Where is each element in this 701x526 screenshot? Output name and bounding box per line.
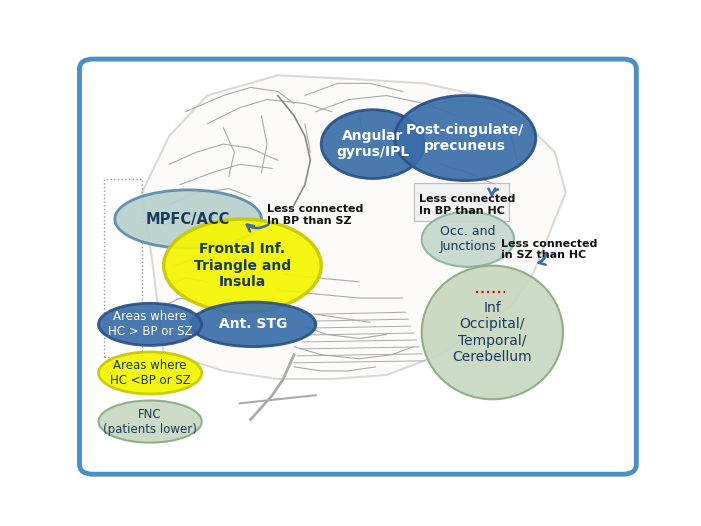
Text: Inf
Occipital/
Temporal/
Cerebellum: Inf Occipital/ Temporal/ Cerebellum: [453, 301, 532, 364]
Ellipse shape: [321, 110, 425, 178]
Text: Post-cingulate/
precuneus: Post-cingulate/ precuneus: [406, 123, 524, 153]
PathPatch shape: [142, 75, 566, 379]
FancyBboxPatch shape: [414, 183, 509, 221]
Text: MPFC/ACC: MPFC/ACC: [146, 211, 231, 227]
Ellipse shape: [422, 266, 563, 399]
Text: Frontal Inf.
Triangle and
Insula: Frontal Inf. Triangle and Insula: [194, 242, 291, 289]
Ellipse shape: [163, 219, 321, 312]
FancyArrowPatch shape: [489, 188, 498, 195]
Text: Areas where
HC <BP or SZ: Areas where HC <BP or SZ: [110, 359, 191, 387]
FancyBboxPatch shape: [79, 59, 637, 474]
Text: Angular
gyrus/IPL: Angular gyrus/IPL: [336, 129, 409, 159]
FancyArrowPatch shape: [247, 225, 268, 231]
Text: FNC
(patients lower): FNC (patients lower): [103, 408, 197, 436]
Ellipse shape: [98, 400, 202, 442]
Ellipse shape: [395, 96, 536, 180]
Text: Occ. and
Junctions: Occ. and Junctions: [440, 225, 496, 254]
FancyArrowPatch shape: [538, 254, 546, 265]
Ellipse shape: [422, 212, 514, 267]
Ellipse shape: [98, 352, 202, 394]
Text: Areas where
HC > BP or SZ: Areas where HC > BP or SZ: [108, 310, 192, 338]
Ellipse shape: [191, 302, 315, 347]
Text: Ant. STG: Ant. STG: [219, 317, 287, 331]
Ellipse shape: [98, 304, 202, 346]
Text: Less connected
in SZ than HC: Less connected in SZ than HC: [501, 239, 597, 260]
Text: Less connected
In BP than SZ: Less connected In BP than SZ: [267, 204, 363, 226]
Ellipse shape: [115, 190, 261, 248]
Bar: [104, 178, 142, 357]
Text: Less connected
In BP than HC: Less connected In BP than HC: [419, 194, 515, 216]
